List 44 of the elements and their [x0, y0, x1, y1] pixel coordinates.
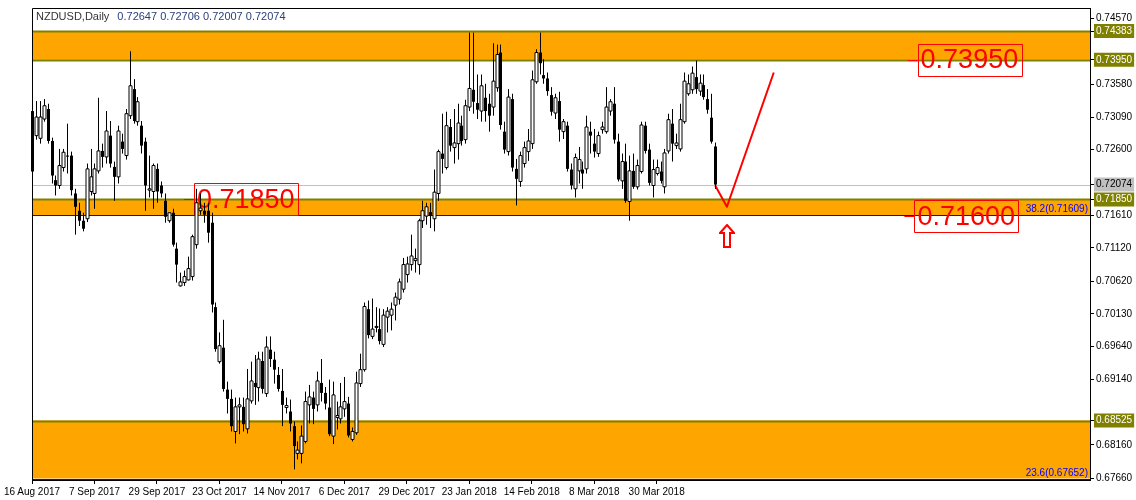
chart-title: NZDUSD,Daily — [36, 10, 110, 23]
x-tick-label: 30 Mar 2018 — [628, 485, 686, 497]
x-tick-label: 23 Oct 2017 — [192, 485, 248, 497]
x-tick-label: 29 Sep 2017 — [128, 485, 186, 497]
y-tick-label: 0.74383 — [1096, 24, 1133, 36]
annotation: 0.71850 — [196, 183, 295, 214]
y-tick-label: 0.68525 — [1096, 414, 1133, 426]
x-tick-label: 29 Dec 2017 — [378, 485, 436, 497]
y-tick-label: 0.69640 — [1096, 340, 1133, 352]
y-tick-label: 0.72074 — [1096, 178, 1133, 190]
x-tick-label: 7 Sep 2017 — [68, 485, 121, 497]
candlestick — [324, 386, 327, 411]
ref-line-label: 23.6(0.67652) — [1025, 467, 1088, 479]
candlestick — [226, 381, 229, 415]
y-tick-label: 0.73950 — [1096, 53, 1133, 65]
y-tick-label: 0.71120 — [1096, 241, 1132, 253]
candlestick — [706, 88, 709, 115]
chart-subtitle: 0.72647 0.72706 0.72007 0.72074 — [117, 10, 286, 23]
y-tick-label: 0.74570 — [1096, 12, 1133, 24]
y-tick-label: 0.67660 — [1096, 471, 1133, 483]
y-tick-label: 0.69140 — [1096, 373, 1133, 385]
x-tick-label: 6 Dec 2017 — [318, 485, 371, 497]
candlestick — [546, 71, 549, 97]
y-tick-label: 0.71850 — [1096, 193, 1133, 205]
candlestick — [78, 202, 81, 227]
x-tick-label: 16 Aug 2017 — [3, 485, 61, 497]
y-tick-label: 0.70620 — [1096, 274, 1133, 286]
y-tick-label: 0.71610 — [1096, 209, 1133, 221]
candlestick — [702, 73, 705, 101]
x-tick-label: 14 Nov 2017 — [253, 485, 311, 497]
y-tick-label: 0.70130 — [1096, 307, 1133, 319]
candlestick — [710, 93, 713, 145]
y-tick-label: 0.68160 — [1096, 438, 1133, 450]
candlestick — [74, 188, 77, 236]
y-tick-label: 0.73090 — [1096, 110, 1133, 122]
candlestick — [277, 366, 280, 393]
annotation: 0.73950 — [920, 44, 1019, 75]
y-tick-label: 0.72600 — [1096, 143, 1133, 155]
y-tick-label: 0.73580 — [1096, 78, 1133, 90]
x-tick-label: 14 Feb 2018 — [503, 485, 561, 497]
x-tick-label: 23 Jan 2018 — [441, 485, 498, 497]
ref-line-label: 38.2(0.71609) — [1025, 203, 1088, 215]
x-tick-label: 8 Mar 2018 — [568, 485, 620, 497]
candlestick — [273, 351, 276, 385]
